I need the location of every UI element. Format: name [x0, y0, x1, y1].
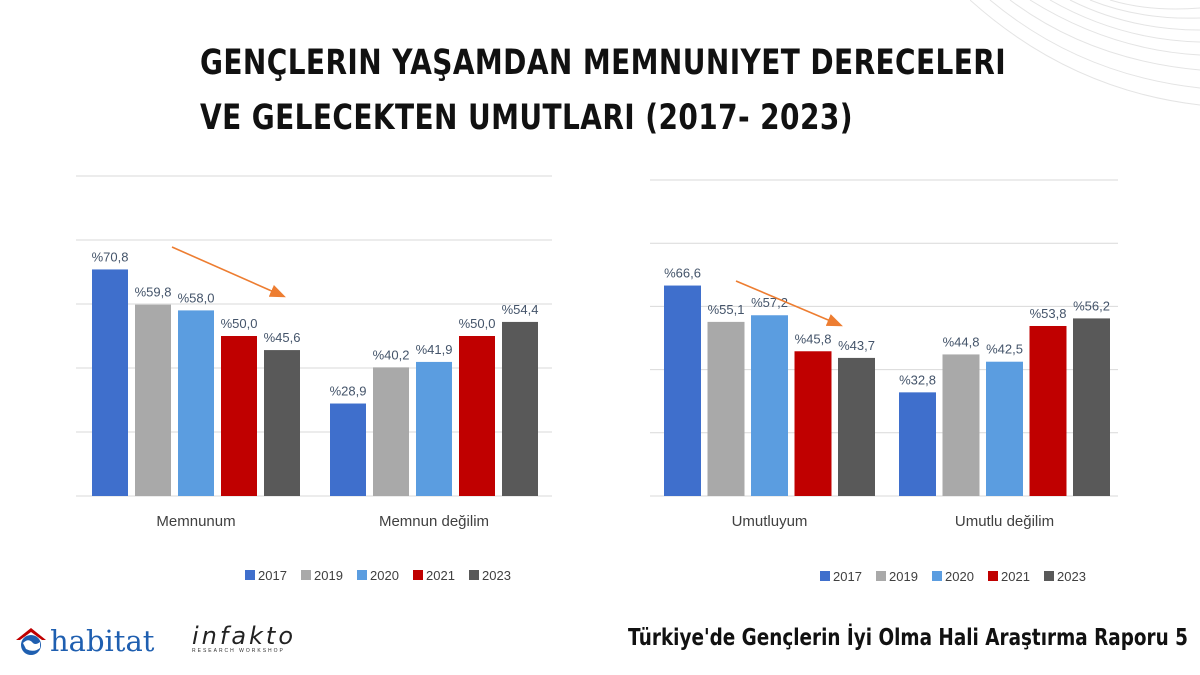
- legend-label-2019: 2019: [889, 569, 918, 584]
- data-label: %42,5: [986, 342, 1023, 357]
- bar-2020: [986, 361, 1023, 496]
- bar-2017: [330, 403, 366, 496]
- legend-swatch-2017: [245, 570, 255, 580]
- data-label: %58,0: [178, 290, 215, 305]
- data-label: %57,2: [751, 295, 788, 310]
- data-label: %54,4: [502, 302, 539, 317]
- legend-label-2017: 2017: [833, 569, 862, 584]
- bar-2017: [92, 269, 128, 496]
- bar-2023: [1073, 318, 1110, 496]
- category-label: Umutlu değilim: [955, 513, 1054, 530]
- chart-hope: %66,6 %55,1 %57,2 %45,8 %43,7 Umutluyum %32,8%…: [650, 179, 1118, 584]
- legend-label-2020: 2020: [370, 568, 399, 583]
- bar-2019: [135, 304, 171, 496]
- infakto-logo-text: infakto: [192, 622, 297, 650]
- habitat-logo-text: habitat: [50, 624, 155, 658]
- legend-swatch-2020: [932, 571, 942, 581]
- house-icon: [16, 628, 46, 655]
- data-label: %53,8: [1030, 306, 1067, 321]
- data-label: %28,9: [330, 384, 367, 399]
- title-line-1: Gençlerin Yaşamdan Memnuniyet Dereceleri: [200, 43, 1007, 83]
- data-label: %45,8: [795, 331, 832, 346]
- data-label: %43,7: [838, 338, 875, 353]
- data-label: %50,0: [221, 316, 258, 331]
- data-label: %70,8: [92, 249, 129, 264]
- legend-label-2021: 2021: [426, 568, 455, 583]
- legend-swatch-2020: [357, 570, 367, 580]
- bar-2017: [664, 285, 701, 496]
- report-title: Türkiye'de Gençlerin İyi Olma Hali Araşt…: [628, 625, 1188, 651]
- decorative-curves: [970, 0, 1200, 106]
- habitat-logo: habitat: [14, 624, 154, 658]
- bar-2023: [838, 357, 875, 496]
- data-label: %66,6: [664, 266, 701, 281]
- bar-2019: [373, 367, 409, 496]
- data-label: %32,8: [899, 372, 936, 387]
- data-label: %56,2: [1073, 298, 1110, 313]
- bar-2021: [794, 351, 832, 496]
- legend-swatch-2021: [413, 570, 423, 580]
- page-title: Gençlerin Yaşamdan Memnuniyet Dereceleri…: [200, 36, 1006, 146]
- legend-label-2023: 2023: [1057, 569, 1086, 584]
- bar-2019: [942, 354, 980, 496]
- trend-arrow: [171, 246, 286, 298]
- legend-label-2023: 2023: [482, 568, 511, 583]
- infakto-logo: infakto RESEARCH WORKSHOP: [192, 622, 296, 654]
- data-label: %45,6: [264, 330, 301, 345]
- bar-2019: [707, 321, 745, 496]
- data-label: %40,2: [373, 347, 410, 362]
- bar-2020: [416, 361, 452, 496]
- legend-swatch-2021: [988, 571, 998, 581]
- legend-swatch-2019: [876, 571, 886, 581]
- category-label: Umutluyum: [732, 513, 808, 530]
- bar-2021: [459, 336, 495, 496]
- bar-2017: [899, 392, 936, 496]
- legend-label-2021: 2021: [1001, 569, 1030, 584]
- bar-2020: [178, 310, 214, 496]
- legend-label-2020: 2020: [945, 569, 974, 584]
- legend-swatch-2017: [820, 571, 830, 581]
- chart-satisfaction: %70,8 %59,8 %58,0 %50,0 %45,6 Memnunum %28,9 %4…: [76, 175, 552, 583]
- data-label: %50,0: [459, 316, 496, 331]
- title-line-2: ve Gelecekten Umutları (2017- 2023): [200, 98, 853, 138]
- bar-2021: [1029, 325, 1067, 496]
- legend-swatch-2023: [1044, 571, 1054, 581]
- legend-swatch-2023: [469, 570, 479, 580]
- category-label: Memnun değilim: [379, 513, 489, 530]
- data-label: %41,9: [416, 342, 453, 357]
- bar-2020: [751, 315, 788, 496]
- legend-label-2019: 2019: [314, 568, 343, 583]
- trend-arrow: [735, 280, 843, 327]
- data-label: %59,8: [135, 285, 172, 300]
- data-label: %55,1: [708, 302, 745, 317]
- legend-label-2017: 2017: [258, 568, 287, 583]
- bar-2023: [502, 321, 538, 496]
- bar-2021: [221, 336, 257, 496]
- data-label: %44,8: [943, 334, 980, 349]
- legend-swatch-2019: [301, 570, 311, 580]
- category-label: Memnunum: [156, 513, 235, 530]
- bar-2023: [264, 350, 300, 496]
- infakto-logo-subtext: RESEARCH WORKSHOP: [192, 648, 285, 654]
